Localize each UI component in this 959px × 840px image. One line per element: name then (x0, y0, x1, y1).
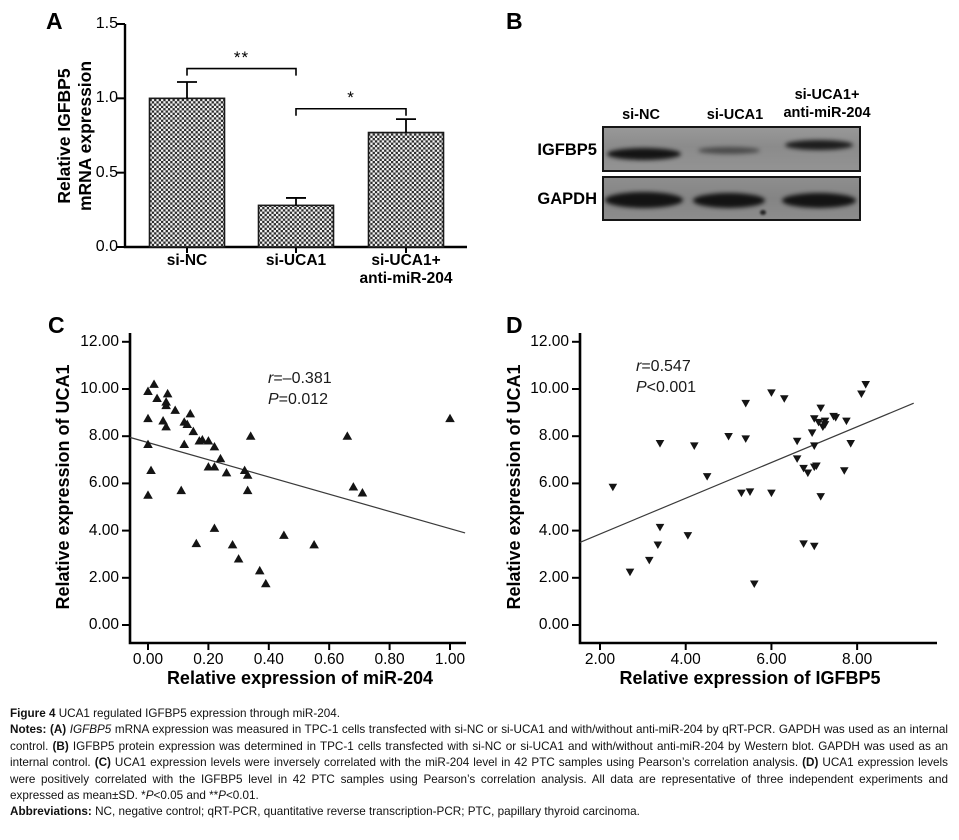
western-blot-igfbp5 (602, 126, 861, 172)
panel-d-x-tick-label: 8.00 (842, 651, 873, 668)
panel-d-x-tick-label: 6.00 (756, 651, 787, 668)
panel-c-x-tick-label: 0.40 (253, 651, 284, 668)
panel-c-x-tick-label: 0.80 (374, 651, 405, 668)
panel-a-y-tick-label: 0.0 (95, 238, 118, 255)
panel-d-y-tick-label: 6.00 (538, 474, 569, 492)
lane-label-si-uca1-anti-mir-204: si-UCA1+ anti-miR-204 (757, 86, 897, 122)
panel-d-correlation-annotation: r=0.547 P<0.001 (636, 356, 696, 398)
panel-c-y-tick-label: 10.00 (80, 380, 119, 397)
panel-c-r-value: r=–0.381 (268, 370, 332, 387)
caption-notes-run-6: (B) (52, 739, 69, 753)
panel-c-x-axis-title: Relative expression of miR-204 (166, 668, 434, 688)
western-blot-gapdh (602, 176, 861, 221)
figure-caption: Figure 4 UCA1 regulated IGFBP5 expressio… (10, 706, 948, 821)
panel-d-x-tick-label: 4.00 (670, 651, 701, 668)
panel-a-y-tick-label: 0.5 (95, 163, 118, 181)
panel-a-y-tick-label: 1.5 (95, 15, 118, 32)
caption-notes-run-0: Notes: (10, 723, 47, 737)
panel-d-p-value: P<0.001 (636, 379, 697, 396)
blot-band-igfbp5-lane1 (607, 148, 681, 160)
caption-notes: Notes: (A) IGFBP5 mRNA expression was me… (10, 722, 948, 804)
panel-c-y-tick-label: 8.00 (88, 427, 119, 445)
panel-a-category-label: si-UCA1 (265, 252, 327, 269)
caption-title: Figure 4 UCA1 regulated IGFBP5 expressio… (10, 706, 948, 722)
significance-label: ** (233, 47, 250, 67)
caption-abbreviations: Abbreviations: NC, negative control; qRT… (10, 804, 948, 820)
lane-label-line2: anti-miR-204 (783, 105, 871, 121)
caption-notes-run-8: (C) (94, 756, 111, 770)
panel-d-y-tick-label: 2.00 (538, 568, 569, 586)
panel-a-category-label: si-UCA1+ anti-miR-204 (359, 252, 453, 287)
caption-notes-run-12: P (145, 789, 154, 803)
panel-a-y-axis-title: Relative IGFBP5 mRNA expression (54, 16, 98, 256)
panel-c-x-tick-label: 0.60 (314, 651, 345, 668)
panel-d-scatter-plot (572, 333, 937, 650)
panel-c-p-value: P=0.012 (268, 391, 329, 408)
caption-notes-run-11: UCA1 expression levels were positively c… (10, 756, 948, 803)
panel-c-y-tick-label: 12.00 (80, 332, 119, 350)
panel-a-bar-chart (117, 23, 467, 253)
panel-c-x-tick-label: 0.20 (193, 651, 224, 668)
caption-abbreviations-run-0: Abbreviations: (10, 805, 92, 819)
caption-notes-run-15: <0.01. (225, 789, 259, 803)
panel-c-y-tick-label: 6.00 (88, 474, 119, 492)
caption-notes-run-10: (D) (802, 756, 819, 770)
blot-speck (760, 210, 766, 215)
caption-notes-run-9: UCA1 expression levels were inversely co… (110, 756, 803, 770)
blot-band-gapdh-lane2 (693, 192, 765, 208)
panel-a-label: A (46, 8, 63, 34)
caption-notes-run-2: (A) (49, 723, 67, 737)
panel-d-y-tick-label: 10.00 (530, 380, 569, 397)
blot-band-igfbp5-lane3 (785, 140, 853, 150)
caption-title-run-1: UCA1 regulated IGFBP5 expression through… (55, 707, 341, 720)
blot-band-gapdh-lane3 (782, 192, 856, 208)
caption-notes-run-13: <0.05 and ** (153, 789, 219, 803)
panel-d-y-tick-label: 12.00 (530, 332, 569, 350)
lane-label-line1: si-UCA1+ (794, 87, 860, 103)
panel-d-y-tick-label: 0.00 (538, 616, 569, 633)
panel-c-label: C (48, 312, 65, 338)
panel-d-label: D (506, 312, 523, 338)
caption-notes-run-7: IGFBP5 protein expression was determined… (10, 739, 949, 770)
panel-d-r-value: r=0.547 (636, 358, 691, 375)
caption-notes-run-14: P (218, 789, 226, 803)
blot-band-igfbp5-lane2 (698, 146, 760, 154)
blot-row-label-igfbp5: IGFBP5 (537, 141, 597, 159)
caption-notes-run-5: mRNA expression was measured in TPC-1 ce… (10, 723, 949, 753)
panel-d-x-tick-label: 2.00 (584, 651, 616, 668)
caption-abbreviations-run-1: NC, negative control; qRT-PCR, quantitat… (91, 805, 640, 819)
panel-c-y-tick-label: 0.00 (88, 616, 119, 633)
significance-label: * (347, 87, 355, 107)
panel-a-y-axis-title-line1: Relative IGFBP5 (54, 68, 74, 204)
panel-c-correlation-annotation: r=–0.381 P=0.012 (268, 368, 332, 410)
panel-d-y-tick-label: 4.00 (538, 521, 569, 539)
panel-a-category-label: si-NC (166, 252, 208, 269)
panel-d-x-axis-title: Relative expression of IGFBP5 (619, 668, 881, 688)
panel-c-x-tick-label: 1.00 (434, 651, 466, 668)
panel-d-y-tick-label: 8.00 (538, 427, 569, 445)
caption-notes-run-4: IGFBP5 (69, 723, 112, 737)
panel-a-y-axis-title-line2: mRNA expression (75, 60, 95, 212)
lane-label-si-uca1: si-UCA1 (706, 107, 764, 123)
panel-c-y-tick-label: 2.00 (88, 568, 119, 586)
blot-row-label-gapdh: GAPDH (537, 190, 597, 208)
panel-b-label: B (506, 8, 523, 34)
lane-label-si-nc: si-NC (622, 107, 660, 123)
panel-a-y-tick-label: 1.0 (95, 89, 118, 107)
blot-band-gapdh-lane1 (605, 192, 683, 208)
caption-title-run-0: Figure 4 (10, 707, 56, 720)
panel-c-x-tick-label: 0.00 (132, 651, 164, 668)
panel-c-y-tick-label: 4.00 (88, 521, 119, 539)
